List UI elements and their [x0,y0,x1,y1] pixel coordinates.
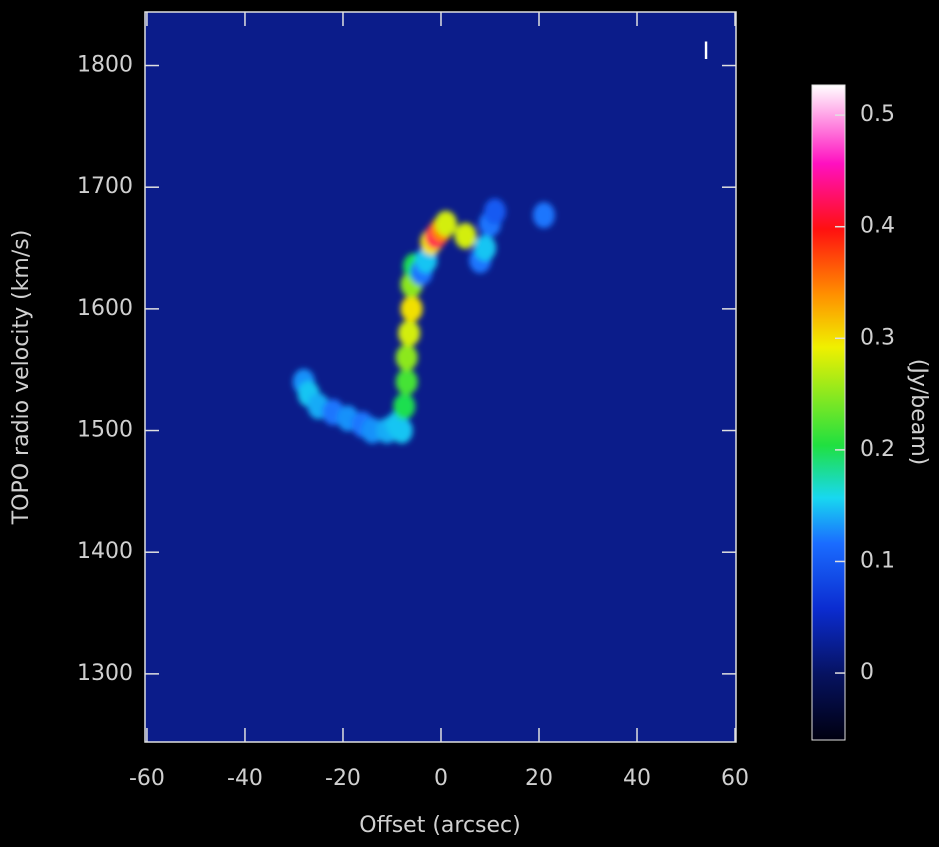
emission-cell [395,344,418,371]
x-tick-label: 40 [623,766,651,791]
emission-cell [393,393,416,420]
y-tick-label: 1500 [77,418,133,443]
x-tick-label: 20 [525,766,553,791]
emission-cell [483,198,506,225]
y-tick-label: 1400 [77,539,133,564]
x-tick-label: -20 [325,766,361,791]
emission-cell [395,368,418,395]
y-tick-label: 1300 [77,661,133,686]
colorbar-tick-label: 0.3 [860,325,895,350]
x-axis-title: Offset (arcsec) [359,813,521,838]
emission-cell [434,210,457,237]
x-tick-label: -40 [227,766,263,791]
emission-cell [474,235,497,262]
x-tick-label: 60 [721,766,749,791]
colorbar-tick-label: 0.1 [860,548,895,573]
emission [292,198,555,444]
x-tick-label: -60 [129,766,165,791]
emission-cell [400,295,423,322]
colorbar [811,84,846,741]
plot-background [145,12,736,742]
y-tick-label: 1600 [77,296,133,321]
emission-cell [398,320,421,347]
x-tick-label: 0 [434,766,448,791]
colorbar-tick-label: 0.2 [860,437,895,462]
emission-cell [532,202,555,229]
y-tick-label: 1800 [77,53,133,78]
stokes-label: I [702,37,709,65]
emission-cell [390,417,413,444]
colorbar-tick-label: 0.5 [860,102,895,127]
emission-cell [454,222,477,249]
colorbar-tick-label: 0.4 [860,214,895,239]
colorbar-label: (Jy/beam) [906,359,931,466]
y-tick-label: 1700 [77,174,133,199]
colorbar-tick-label: 0 [860,660,874,685]
y-axis-title: TOPO radio velocity (km/s) [9,230,34,526]
